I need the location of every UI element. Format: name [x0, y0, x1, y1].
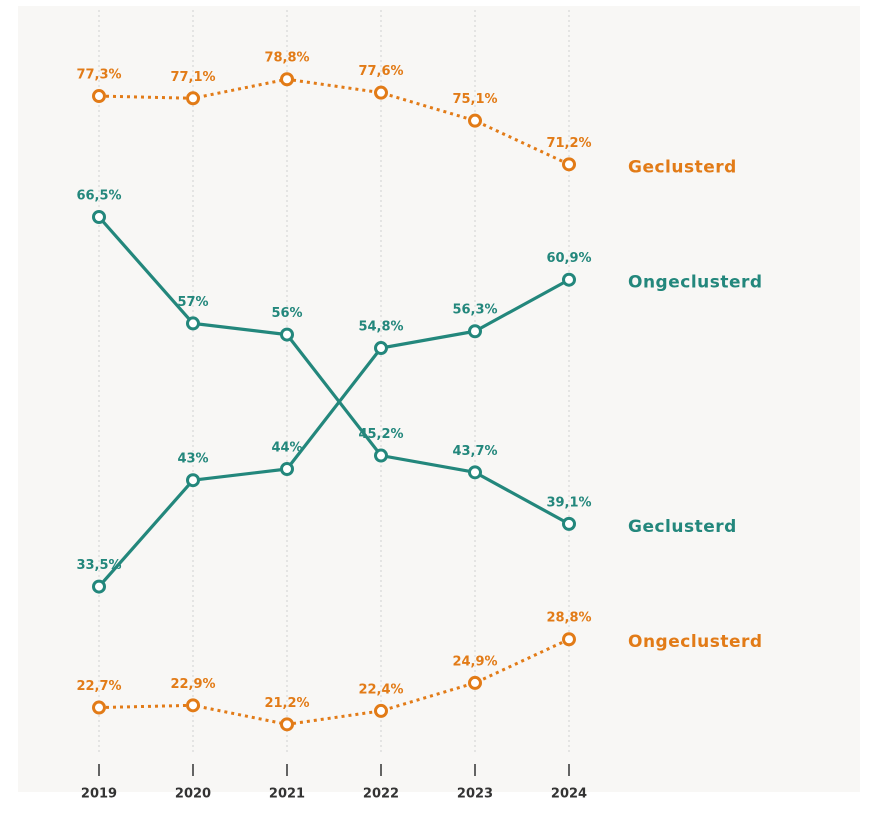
- data-label: 21,2%: [264, 696, 309, 711]
- data-point: [92, 89, 106, 104]
- data-point: [562, 157, 576, 172]
- data-label: 56%: [271, 306, 302, 321]
- data-label: 56,3%: [452, 303, 497, 318]
- series-line: [97, 215, 570, 526]
- data-point: [186, 316, 200, 331]
- series-line: [98, 77, 570, 166]
- series-line: [97, 278, 570, 588]
- data-point: [562, 632, 576, 647]
- x-tick-label: 2024: [551, 787, 587, 802]
- data-label: 22,9%: [170, 677, 215, 692]
- data-label: 24,9%: [452, 654, 497, 669]
- data-label: 43,7%: [452, 444, 497, 459]
- data-point: [468, 324, 482, 339]
- data-point: [92, 579, 106, 594]
- x-tick-label: 2023: [457, 787, 493, 802]
- data-label: 77,3%: [76, 68, 121, 83]
- data-label: 43%: [177, 452, 208, 467]
- data-point: [280, 72, 294, 87]
- x-tick-label: 2022: [363, 787, 399, 802]
- data-label: 44%: [271, 441, 302, 456]
- data-point: [374, 85, 388, 100]
- data-point: [562, 516, 576, 531]
- data-label: 77,1%: [170, 70, 215, 85]
- data-point: [186, 473, 200, 488]
- data-point: [92, 700, 106, 715]
- data-point: [468, 113, 482, 128]
- data-point: [186, 698, 200, 713]
- data-label: 66,5%: [76, 189, 121, 204]
- data-label: 71,2%: [546, 136, 591, 151]
- data-label: 54,8%: [358, 320, 403, 335]
- series-name: Ongeclusterd: [628, 273, 763, 293]
- data-point: [374, 341, 388, 356]
- data-label: 28,8%: [546, 611, 591, 626]
- data-label: 22,4%: [358, 682, 403, 697]
- series-line: [98, 637, 570, 726]
- data-label: 60,9%: [546, 251, 591, 266]
- series-name: Ongeclusterd: [628, 632, 763, 652]
- data-point: [92, 210, 106, 224]
- data-label: 77,6%: [358, 64, 403, 79]
- data-label: 22,7%: [76, 679, 121, 694]
- data-label: 78,8%: [264, 51, 309, 66]
- chart-background: [18, 6, 860, 792]
- x-tick-label: 2019: [81, 787, 117, 802]
- x-tick-label: 2021: [269, 787, 305, 802]
- data-label: 75,1%: [452, 92, 497, 107]
- data-label: 57%: [177, 295, 208, 310]
- data-label: 39,1%: [546, 495, 591, 510]
- data-point: [468, 675, 482, 690]
- data-point: [374, 448, 388, 463]
- data-label: 33,5%: [76, 558, 121, 573]
- series-name: Geclusterd: [628, 517, 737, 537]
- data-point: [186, 91, 200, 106]
- data-label: 45,2%: [358, 427, 403, 442]
- series-name: Geclusterd: [628, 157, 737, 177]
- data-point: [562, 272, 576, 287]
- data-point: [280, 717, 294, 732]
- data-point: [280, 462, 294, 476]
- data-point: [280, 327, 294, 342]
- data-point: [374, 703, 388, 718]
- x-tick-label: 2020: [175, 787, 211, 802]
- data-point: [468, 465, 482, 480]
